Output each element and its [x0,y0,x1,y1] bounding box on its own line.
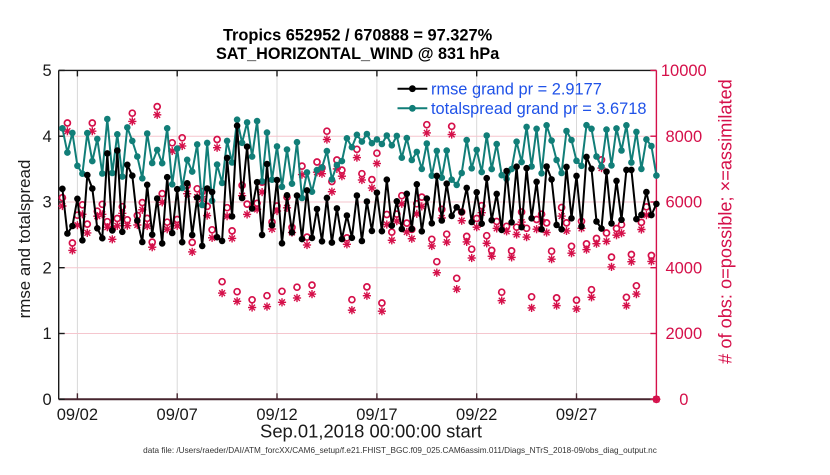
svg-text:09/12: 09/12 [256,406,297,424]
svg-text:SAT_HORIZONTAL_WIND @ 831 hPa: SAT_HORIZONTAL_WIND @ 831 hPa [216,45,500,63]
svg-text:totalspread grand pr = 3.6718: totalspread grand pr = 3.6718 [431,100,647,118]
svg-text:10000: 10000 [661,62,707,80]
svg-text:5: 5 [43,62,52,80]
svg-text:Tropics 652952 / 670888 = 97.3: Tropics 652952 / 670888 = 97.327% [223,26,493,44]
svg-text:3: 3 [43,194,52,212]
svg-text:2000: 2000 [665,325,702,343]
svg-text:0: 0 [43,391,52,409]
svg-text:Sep.01,2018 00:00:00 start: Sep.01,2018 00:00:00 start [260,420,482,441]
svg-text:# of obs: o=possible; ×=assimi: # of obs: o=possible; ×=assimilated [716,79,736,364]
svg-text:rmse and totalspread: rmse and totalspread [15,160,34,319]
svg-text:09/22: 09/22 [456,406,497,424]
svg-text:09/27: 09/27 [556,406,597,424]
svg-text:0: 0 [679,391,688,409]
svg-text:2: 2 [43,259,52,277]
svg-text:4000: 4000 [665,259,702,277]
svg-text:1: 1 [43,325,52,343]
svg-text:09/17: 09/17 [356,406,397,424]
svg-text:6000: 6000 [665,194,702,212]
svg-text:09/02: 09/02 [57,406,98,424]
svg-text:rmse grand pr = 2.9177: rmse grand pr = 2.9177 [431,80,602,98]
svg-text:8000: 8000 [665,128,702,146]
svg-text:09/07: 09/07 [157,406,198,424]
svg-text:data file: /Users/raeder/DAI/A: data file: /Users/raeder/DAI/ATM_forcXX/… [143,446,657,455]
svg-text:4: 4 [43,128,52,146]
